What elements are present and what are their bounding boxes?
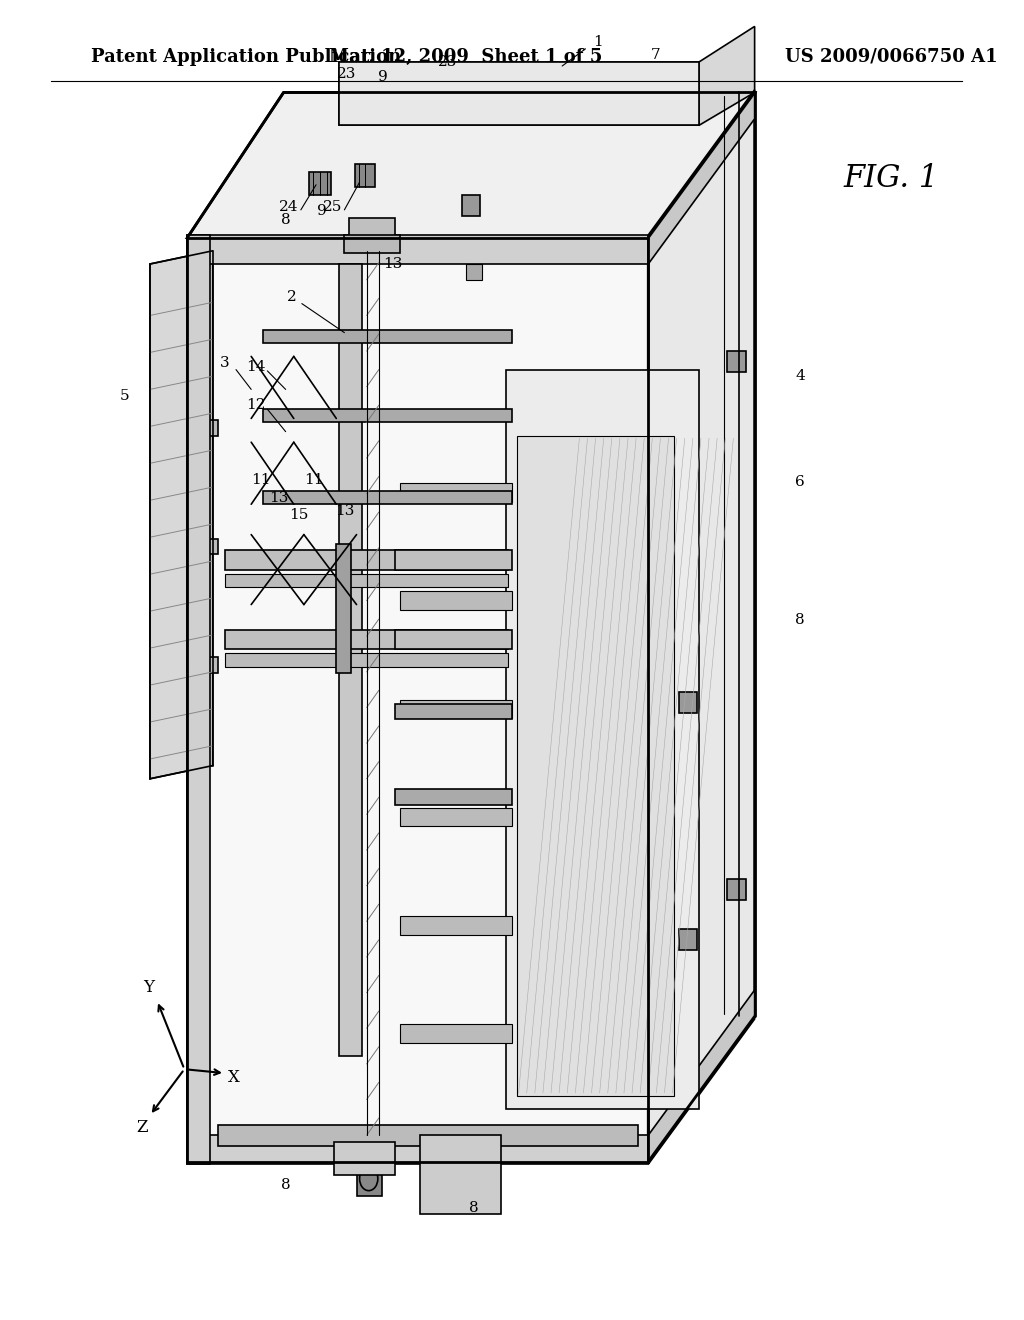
Text: 23: 23 [438, 55, 458, 69]
Text: Mar. 12, 2009  Sheet 1 of 5: Mar. 12, 2009 Sheet 1 of 5 [330, 48, 603, 66]
Polygon shape [648, 92, 755, 1162]
Bar [354, 164, 375, 187]
Bar [430, 1176, 456, 1209]
Bar [187, 235, 648, 264]
Text: Y: Y [143, 979, 155, 995]
Bar [309, 172, 331, 195]
Text: 5: 5 [120, 389, 129, 403]
Bar [395, 550, 512, 570]
Text: 15: 15 [289, 508, 308, 521]
Polygon shape [339, 62, 699, 125]
Bar [466, 264, 482, 280]
Bar [187, 235, 210, 1164]
Text: 8: 8 [281, 214, 291, 227]
Text: 23: 23 [337, 67, 356, 81]
Bar [400, 1024, 512, 1043]
Bar [225, 630, 509, 649]
Text: 6: 6 [796, 475, 805, 488]
Text: 25: 25 [323, 201, 342, 214]
Text: 11: 11 [252, 474, 271, 487]
Text: 8: 8 [469, 1201, 479, 1214]
Text: 24: 24 [279, 201, 298, 214]
Text: X: X [228, 1069, 240, 1085]
Bar [187, 420, 218, 436]
Text: 2: 2 [287, 290, 297, 304]
Bar [225, 550, 509, 570]
Bar [400, 700, 512, 718]
Text: 9: 9 [317, 205, 327, 218]
Text: 8: 8 [796, 614, 805, 627]
Bar [336, 544, 351, 673]
Polygon shape [648, 990, 755, 1164]
Bar [352, 79, 646, 116]
Bar [187, 539, 218, 554]
Text: 4: 4 [796, 370, 805, 383]
Text: 14: 14 [247, 360, 266, 374]
Bar [395, 630, 512, 649]
Text: 12: 12 [247, 399, 266, 412]
Text: Patent Application Publication: Patent Application Publication [91, 48, 401, 66]
Bar [225, 574, 509, 587]
Text: 13: 13 [383, 257, 402, 271]
Polygon shape [187, 92, 755, 238]
Text: 9: 9 [378, 70, 388, 83]
Bar [400, 808, 512, 826]
Bar [263, 409, 512, 422]
Bar [334, 1142, 395, 1175]
Text: FIG. 1: FIG. 1 [844, 162, 939, 194]
Bar [395, 789, 512, 805]
Text: 13: 13 [335, 504, 354, 517]
Bar [679, 929, 697, 950]
Bar [187, 238, 648, 1162]
Bar [349, 218, 395, 238]
Bar [344, 235, 400, 253]
Bar [516, 436, 674, 1096]
Bar [187, 1135, 648, 1164]
Bar [421, 1135, 502, 1214]
Bar [263, 330, 512, 343]
Bar [339, 62, 699, 125]
Polygon shape [150, 251, 213, 779]
Bar [225, 653, 509, 667]
Bar [263, 491, 512, 504]
Bar [395, 704, 512, 719]
Text: 8: 8 [281, 1179, 291, 1192]
Bar [400, 591, 512, 610]
Bar [218, 1125, 638, 1146]
Bar [679, 692, 697, 713]
Text: US 2009/0066750 A1: US 2009/0066750 A1 [785, 48, 997, 66]
Bar [356, 1163, 382, 1196]
Polygon shape [699, 26, 755, 125]
Bar [462, 195, 480, 216]
Bar [727, 879, 745, 900]
Bar [400, 483, 512, 502]
Text: 13: 13 [269, 491, 288, 504]
Text: 7: 7 [650, 49, 660, 62]
Text: 11: 11 [304, 474, 324, 487]
Bar [187, 657, 218, 673]
Polygon shape [648, 90, 755, 264]
Text: Z: Z [136, 1119, 147, 1135]
Bar [727, 351, 745, 372]
Bar [507, 370, 699, 1109]
Text: 3: 3 [220, 356, 229, 370]
Bar [400, 916, 512, 935]
Text: 1: 1 [593, 36, 602, 49]
Bar [339, 264, 361, 1056]
